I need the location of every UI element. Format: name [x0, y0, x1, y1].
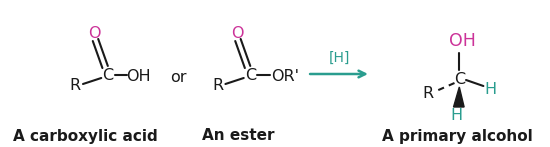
Polygon shape — [454, 87, 464, 107]
Text: [H]: [H] — [328, 51, 350, 65]
Text: O: O — [89, 25, 101, 41]
Text: C: C — [454, 71, 465, 86]
Text: An ester: An ester — [202, 128, 274, 143]
Text: OH: OH — [126, 69, 151, 83]
Text: O: O — [231, 25, 243, 41]
Text: OR': OR' — [271, 69, 299, 83]
Text: H: H — [450, 107, 463, 122]
Text: R: R — [422, 86, 433, 101]
Text: C: C — [245, 67, 256, 82]
Text: OH: OH — [449, 32, 476, 50]
Text: C: C — [102, 67, 113, 82]
Text: R: R — [212, 77, 223, 92]
Text: H: H — [484, 81, 496, 96]
Text: R: R — [70, 77, 81, 92]
Text: or: or — [170, 70, 186, 85]
Text: A carboxylic acid: A carboxylic acid — [14, 128, 158, 143]
Text: A primary alcohol: A primary alcohol — [382, 128, 533, 143]
